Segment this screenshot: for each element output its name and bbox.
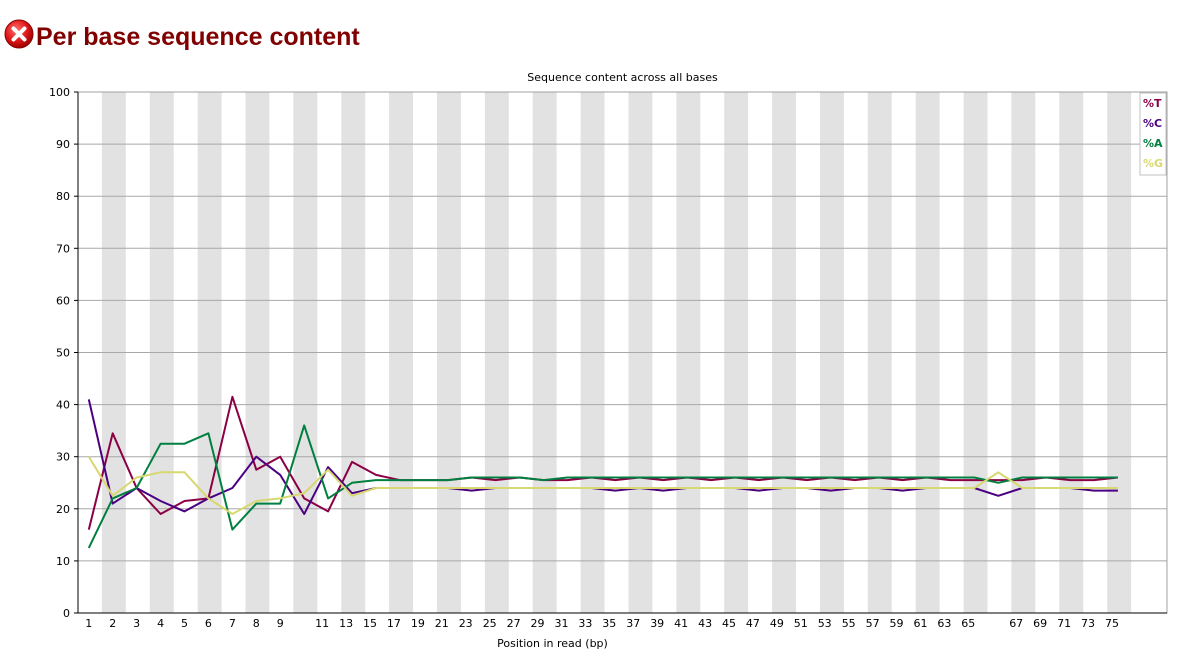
horizontal-gridlines — [78, 91, 1167, 614]
x-tick-label: 4 — [157, 617, 164, 630]
page-header: Per base sequence content — [4, 14, 360, 54]
fail-icon — [4, 19, 34, 49]
legend-box — [1139, 92, 1167, 176]
x-tick-label: 23 — [459, 617, 473, 630]
x-tick-label: 29 — [531, 617, 545, 630]
legend-entry-a: %A — [1143, 137, 1163, 150]
y-tick-label: 30 — [56, 451, 70, 464]
x-tick-label: 39 — [650, 617, 664, 630]
y-tick-label: 20 — [56, 503, 70, 516]
chart-title: Sequence content across all bases — [527, 71, 718, 84]
legend-entry-g: %G — [1143, 157, 1163, 170]
x-tick-label: 11 — [315, 617, 329, 630]
x-axis: 1 2 3 4 5 6 7 8 9 11 13 15 17 19 21 23 25 27 29 31 33 35 37 39 4… — [78, 612, 1167, 630]
x-tick-label: 51 — [794, 617, 808, 630]
x-tick-label: 17 — [387, 617, 401, 630]
x-tick-label: 73 — [1081, 617, 1095, 630]
x-tick-label: 67 — [1009, 617, 1023, 630]
x-tick-label: 71 — [1057, 617, 1071, 630]
y-tick-label: 10 — [56, 555, 70, 568]
y-tick-label: 60 — [56, 294, 70, 307]
y-tick-label: 100 — [49, 86, 70, 99]
series-line-g — [87, 456, 1118, 515]
series-layer — [87, 395, 1119, 549]
x-tick-label: 69 — [1033, 617, 1047, 630]
y-tick-label: 40 — [56, 399, 70, 412]
x-tick-label: 3 — [133, 617, 140, 630]
x-tick-label: 57 — [866, 617, 880, 630]
x-tick-label: 65 — [961, 617, 975, 630]
x-tick-label: 31 — [555, 617, 569, 630]
x-tick-label: 35 — [602, 617, 616, 630]
x-tick-label: 41 — [674, 617, 688, 630]
page-title: Per base sequence content — [36, 22, 360, 51]
x-tick-label: 59 — [890, 617, 904, 630]
y-tick-label: 50 — [56, 347, 70, 360]
x-tick-label: 1 — [85, 617, 92, 630]
x-tick-label: 9 — [277, 617, 284, 630]
x-tick-label: 61 — [914, 617, 928, 630]
x-tick-label: 37 — [626, 617, 640, 630]
x-tick-label: 45 — [722, 617, 736, 630]
series-line-a — [87, 424, 1118, 549]
x-tick-label: 53 — [818, 617, 832, 630]
x-tick-label: 27 — [507, 617, 521, 630]
x-tick-label: 19 — [411, 617, 425, 630]
x-tick-label: 8 — [253, 617, 260, 630]
x-tick-label: 6 — [205, 617, 212, 630]
legend-entry-t: %T — [1143, 97, 1162, 110]
y-tick-label: 0 — [63, 607, 70, 620]
x-tick-label: 13 — [339, 617, 353, 630]
x-tick-label: 5 — [181, 617, 188, 630]
series-line-t — [87, 395, 1119, 530]
x-tick-label: 63 — [937, 617, 951, 630]
x-tick-label: 15 — [363, 617, 377, 630]
x-tick-label: 21 — [435, 617, 449, 630]
alternating-bands — [101, 92, 1132, 613]
y-tick-label: 70 — [56, 242, 70, 255]
y-tick-label: 80 — [56, 190, 70, 203]
legend: %T %C %A %G — [1139, 92, 1167, 176]
x-tick-label: 25 — [483, 617, 497, 630]
x-tick-label: 43 — [698, 617, 712, 630]
x-tick-label: 49 — [770, 617, 784, 630]
legend-entry-c: %C — [1143, 117, 1162, 130]
x-tick-label: 55 — [842, 617, 856, 630]
x-tick-label: 7 — [229, 617, 236, 630]
x-tick-label: 47 — [746, 617, 760, 630]
x-tick-label: 33 — [578, 617, 592, 630]
y-axis: 0 10 20 30 40 50 60 70 80 90 100 — [49, 86, 79, 620]
x-tick-label: 75 — [1105, 617, 1119, 630]
x-axis-label: Position in read (bp) — [497, 637, 608, 650]
y-tick-label: 90 — [56, 138, 70, 151]
x-tick-label: 2 — [109, 617, 116, 630]
